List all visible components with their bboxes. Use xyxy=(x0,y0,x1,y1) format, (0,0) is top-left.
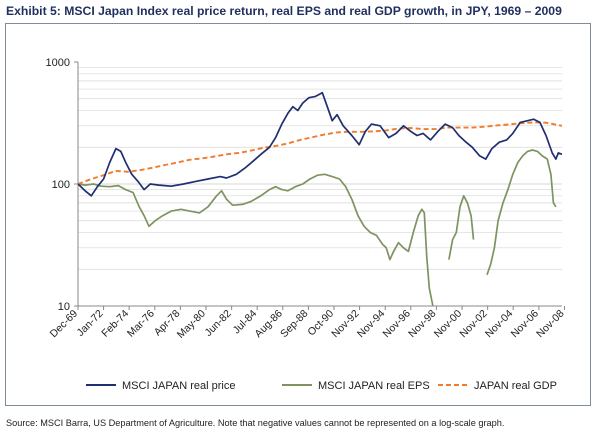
x-tick-label: Nov-02 xyxy=(457,308,490,341)
chart-title: Exhibit 5: MSCI Japan Index real price r… xyxy=(6,4,562,18)
x-tick-label: Mar-76 xyxy=(125,308,157,340)
chart: 10 100 1000 Dec-69Jan-72Feb-74Mar-76Apr-78… xyxy=(46,57,567,392)
legend-label-eps: MSCI JAPAN real EPS xyxy=(318,380,430,392)
legend-label-price: MSCI JAPAN real price xyxy=(122,380,236,392)
x-tick-label: Nov-06 xyxy=(509,308,542,341)
source-note: Source: MSCI Barra, US Department of Agr… xyxy=(6,418,505,428)
x-tick-label: May-80 xyxy=(175,308,208,341)
x-tick-label: Nov-08 xyxy=(534,308,567,341)
y-tick-label: 10 xyxy=(58,301,70,313)
series-line-price xyxy=(78,91,563,197)
gridlines xyxy=(78,67,562,307)
legend-label-gdp: JAPAN real GDP xyxy=(474,380,557,392)
x-tick-label: Nov-94 xyxy=(355,308,388,341)
series-line-eps-segment-1 xyxy=(78,173,434,306)
x-tick-labels: Dec-69Jan-72Feb-74Mar-76Apr-78May-80Jun-… xyxy=(48,308,567,341)
series-line-eps-segment-3 xyxy=(486,149,557,276)
x-tick-label: Nov-04 xyxy=(483,308,516,341)
x-tick-label: Nov-00 xyxy=(432,308,465,341)
x-tick-label: Nov-96 xyxy=(381,308,414,341)
y-tick-labels: 10 100 1000 xyxy=(46,57,70,313)
y-tick-label: 1000 xyxy=(46,57,70,69)
series-lines xyxy=(78,91,563,306)
x-tick-label: Feb-74 xyxy=(99,308,131,340)
axes xyxy=(74,61,565,310)
x-tick-label: Aug-86 xyxy=(252,308,285,341)
x-tick-label: Nov-98 xyxy=(406,308,439,341)
legend: MSCI JAPAN real price MSCI JAPAN real EPS… xyxy=(86,380,557,392)
series-line-eps-segment-2 xyxy=(448,194,475,260)
x-tick-label: Sep-88 xyxy=(278,308,311,341)
y-tick-label: 100 xyxy=(52,179,70,191)
series-line-gdp xyxy=(78,121,563,185)
x-tick-label: Jun-82 xyxy=(203,308,234,339)
x-tick-label: Nov-92 xyxy=(329,308,362,341)
chart-frame: 10 100 1000 Dec-69 Jan-72 Feb-74 Mar-76 Apr-78… xyxy=(5,23,591,406)
